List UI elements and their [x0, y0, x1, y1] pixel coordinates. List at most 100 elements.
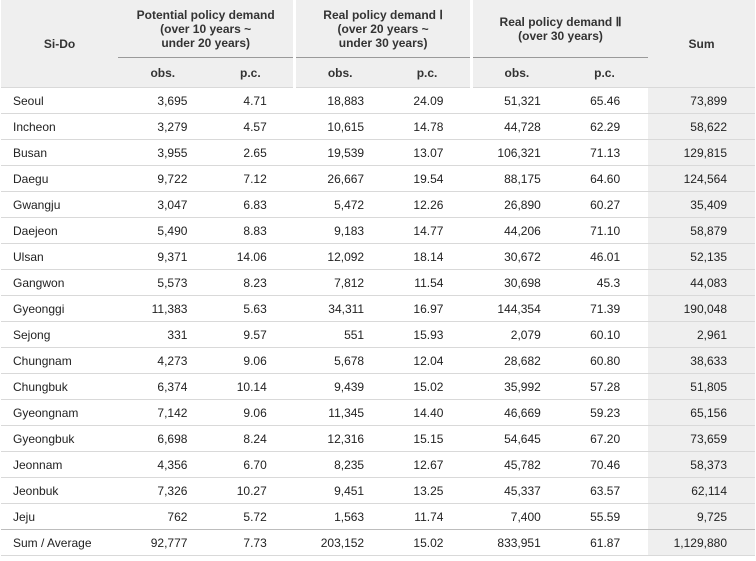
cell-real1-obs: 12,092 [294, 243, 385, 270]
cell-real1-obs: 203,152 [294, 529, 385, 556]
header-real-demand-1-line3: under 30 years) [338, 35, 428, 50]
cell-real1-pc: 14.77 [384, 217, 472, 244]
cell-sum: 58,622 [648, 113, 755, 140]
cell-sido: Gwangju [1, 191, 119, 218]
table-row: Sum / Average 92,777 7.73 203,152 15.02 833,9… [1, 529, 755, 556]
cell-real1-pc: 14.78 [384, 113, 472, 140]
cell-sum: 190,048 [648, 295, 755, 322]
cell-sum: 2,961 [648, 321, 755, 348]
cell-potential-pc: 5.63 [207, 295, 295, 322]
cell-real2-pc: 60.10 [560, 321, 649, 348]
cell-potential-obs: 9,371 [118, 243, 208, 270]
table-row: Busan 3,955 2.65 19,539 13.07 106,321 71.13 129… [1, 139, 755, 166]
cell-real2-obs: 35,992 [471, 373, 561, 400]
cell-real1-pc: 11.54 [384, 269, 472, 296]
cell-real1-obs: 12,316 [294, 425, 385, 452]
table-row: Gyeongnam 7,142 9.06 11,345 14.40 46,669 59.23… [1, 399, 755, 426]
subheader-obs: obs. [469, 57, 561, 88]
cell-potential-pc: 7.12 [207, 165, 295, 192]
table-row: Jeonnam 4,356 6.70 8,235 12.67 45,782 70.46 58,… [1, 451, 755, 478]
cell-real1-obs: 19,539 [294, 139, 385, 166]
cell-real1-pc: 15.15 [384, 425, 472, 452]
cell-real2-obs: 106,321 [471, 139, 561, 166]
cell-real1-obs: 5,678 [294, 347, 385, 374]
subheader-pc: p.c. [560, 57, 649, 88]
cell-sido: Incheon [1, 113, 119, 140]
table-row: Gwangju 3,047 6.83 5,472 12.26 26,890 60.27 35,… [1, 191, 755, 218]
cell-potential-pc: 10.14 [207, 373, 295, 400]
table-row: Daejeon 5,490 8.83 9,183 14.77 44,206 71.10 58,… [1, 217, 755, 244]
subheader-pc: p.c. [384, 57, 473, 88]
cell-sum: 9,725 [648, 503, 755, 530]
cell-real1-obs: 34,311 [294, 295, 385, 322]
cell-real1-pc: 12.67 [384, 451, 472, 478]
cell-potential-obs: 331 [118, 321, 208, 348]
cell-potential-obs: 7,326 [118, 477, 208, 504]
cell-real2-pc: 45.3 [560, 269, 649, 296]
cell-real1-pc: 24.09 [384, 87, 472, 114]
header-potential-demand-line1: Potential policy demand [136, 7, 275, 22]
cell-real2-obs: 7,400 [471, 503, 561, 530]
cell-potential-obs: 11,383 [118, 295, 208, 322]
cell-potential-obs: 5,490 [118, 217, 208, 244]
cell-potential-obs: 9,722 [118, 165, 208, 192]
cell-real2-pc: 71.13 [560, 139, 649, 166]
cell-real2-obs: 54,645 [471, 425, 561, 452]
cell-sum: 129,815 [648, 139, 755, 166]
table-row: Gangwon 5,573 8.23 7,812 11.54 30,698 45.3 44,0… [1, 269, 755, 296]
cell-real1-obs: 7,812 [294, 269, 385, 296]
cell-real1-pc: 12.26 [384, 191, 472, 218]
cell-real2-obs: 45,782 [471, 451, 561, 478]
cell-real1-obs: 11,345 [294, 399, 385, 426]
cell-potential-obs: 6,698 [118, 425, 208, 452]
cell-real1-pc: 18.14 [384, 243, 472, 270]
cell-sum: 73,899 [648, 87, 755, 114]
cell-real2-pc: 64.60 [560, 165, 649, 192]
cell-potential-pc: 8.24 [207, 425, 295, 452]
header-real-demand-1: Real policy demand Ⅰ (over 20 years ~ un… [293, 0, 473, 58]
cell-real2-pc: 71.39 [560, 295, 649, 322]
cell-real1-pc: 19.54 [384, 165, 472, 192]
cell-real2-obs: 30,672 [471, 243, 561, 270]
cell-real2-obs: 45,337 [471, 477, 561, 504]
cell-potential-obs: 7,142 [118, 399, 208, 426]
header-real-demand-1-line1: Real policy demand Ⅰ [323, 7, 443, 22]
cell-potential-pc: 6.70 [207, 451, 295, 478]
cell-sum: 58,373 [648, 451, 755, 478]
header-real-demand-1-line2: (over 20 years ~ [337, 21, 429, 36]
cell-sido: Daejeon [1, 217, 119, 244]
header-real-demand-2-line1: Real policy demand Ⅱ [499, 14, 622, 29]
cell-real2-obs: 26,890 [471, 191, 561, 218]
cell-real2-pc: 71.10 [560, 217, 649, 244]
header-potential-demand-line2: (over 10 years ~ [160, 21, 252, 36]
cell-real2-obs: 30,698 [471, 269, 561, 296]
cell-real1-pc: 16.97 [384, 295, 472, 322]
table-row: Seoul 3,695 4.71 18,883 24.09 51,321 65.46 73,8… [1, 87, 755, 114]
cell-real2-pc: 59.23 [560, 399, 649, 426]
cell-sum: 65,156 [648, 399, 755, 426]
cell-potential-obs: 3,955 [118, 139, 208, 166]
cell-potential-obs: 4,356 [118, 451, 208, 478]
table-row: Daegu 9,722 7.12 26,667 19.54 88,175 64.60 124,… [1, 165, 755, 192]
header-sido: Si-Do [1, 0, 119, 88]
cell-real2-obs: 44,206 [471, 217, 561, 244]
cell-real1-obs: 9,183 [294, 217, 385, 244]
cell-potential-pc: 9.06 [207, 347, 295, 374]
header-potential-demand: Potential policy demand (over 10 years ~… [118, 0, 297, 58]
table-row: Sejong 331 9.57 551 15.93 2,079 60.10 2,961 [1, 321, 755, 348]
cell-potential-pc: 8.83 [207, 217, 295, 244]
cell-sum: 51,805 [648, 373, 755, 400]
cell-potential-pc: 14.06 [207, 243, 295, 270]
header-sum: Sum [648, 0, 755, 88]
cell-real1-obs: 9,451 [294, 477, 385, 504]
subheader-obs: obs. [118, 57, 208, 88]
cell-potential-pc: 8.23 [207, 269, 295, 296]
cell-sido: Gyeongnam [1, 399, 119, 426]
table-row: Incheon 3,279 4.57 10,615 14.78 44,728 62.29 58… [1, 113, 755, 140]
cell-real2-obs: 2,079 [471, 321, 561, 348]
header-real-demand-2-line2: (over 30 years) [518, 28, 603, 43]
cell-sum: 1,129,880 [648, 529, 755, 556]
cell-potential-obs: 5,573 [118, 269, 208, 296]
cell-real2-pc: 57.28 [560, 373, 649, 400]
table-row: Chungbuk 6,374 10.14 9,439 15.02 35,992 57.28 5… [1, 373, 755, 400]
